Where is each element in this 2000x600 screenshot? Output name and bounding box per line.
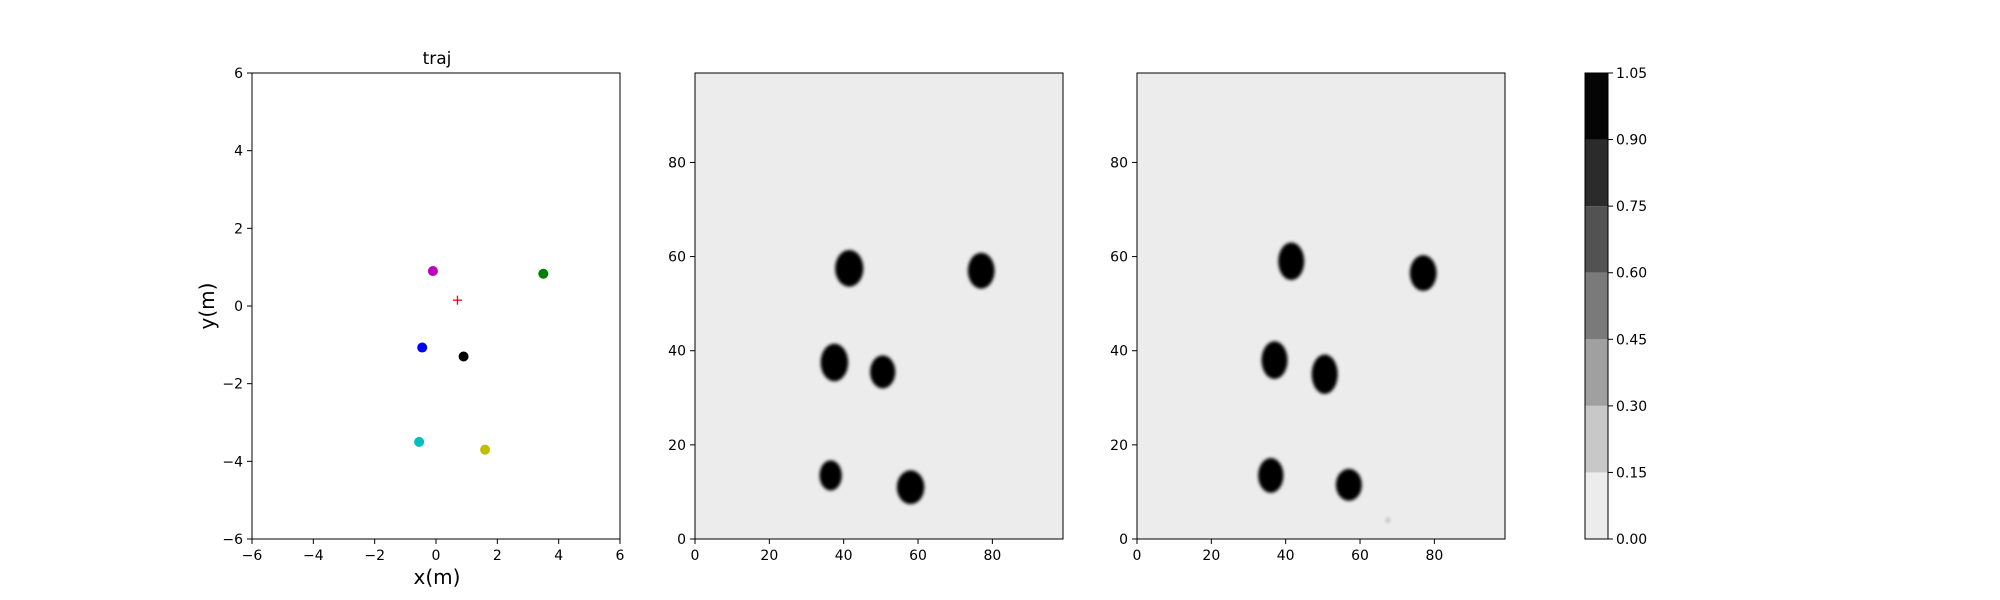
colorbar-segment <box>1585 339 1608 406</box>
y-tick-label: 2 <box>234 221 243 237</box>
x-tick-label: 40 <box>835 548 853 564</box>
x-tick-label: 6 <box>616 548 625 564</box>
obstacle-blob <box>1335 468 1362 501</box>
y-tick-label: −4 <box>222 454 243 470</box>
y-tick-label: 0 <box>677 532 686 548</box>
x-tick-label: 40 <box>1277 548 1295 564</box>
colorbar-tick-label: 0.45 <box>1616 332 1647 348</box>
x-tick-label: 4 <box>554 548 563 564</box>
y-tick-label: 60 <box>1110 250 1128 266</box>
y-tick-label: 20 <box>668 438 686 454</box>
x-tick-label: −4 <box>303 548 324 564</box>
colorbar-segment <box>1585 405 1608 473</box>
x-tick-label: 80 <box>1425 548 1443 564</box>
agent-point <box>458 351 469 362</box>
y-tick-label: 40 <box>668 344 686 360</box>
obstacle-blob <box>819 460 842 491</box>
x-tick-label: 60 <box>909 548 927 564</box>
agent-point <box>427 266 438 277</box>
colorbar-frame <box>1584 72 1609 540</box>
obstacle-blob <box>896 470 925 505</box>
map-1-axes-frame <box>694 72 1064 540</box>
y-tick-label: 80 <box>668 155 686 171</box>
map-1-x-ticks: 0 20 40 60 80 <box>691 539 1001 564</box>
colorbar-segment <box>1585 272 1608 340</box>
traj-points <box>414 266 549 455</box>
traj-y-axis-label: y(m) <box>195 283 219 330</box>
x-tick-label: 2 <box>493 548 502 564</box>
y-tick-label: 60 <box>668 250 686 266</box>
obstacle-blob <box>967 252 995 289</box>
obstacle-blob <box>1258 458 1284 493</box>
x-tick-label: 0 <box>432 548 441 564</box>
y-tick-label: 40 <box>1110 344 1128 360</box>
goal-plus-marker <box>452 295 462 305</box>
agent-point <box>538 268 549 279</box>
obstacle-blob <box>1409 255 1437 291</box>
colorbar-segment <box>1585 472 1608 539</box>
colorbar: 0.00 0.15 0.30 0.45 0.60 0.75 0.90 1.05 <box>1584 66 1647 548</box>
colorbar-tick-label: 0.60 <box>1616 266 1647 282</box>
x-tick-label: 0 <box>1133 548 1142 564</box>
y-tick-label: −6 <box>222 532 243 548</box>
colorbar-tick-label: 0.30 <box>1616 399 1647 415</box>
x-tick-label: −6 <box>242 548 263 564</box>
x-tick-label: 20 <box>760 548 778 564</box>
y-tick-label: −2 <box>222 377 243 393</box>
map-2-x-ticks: 0 20 40 60 80 <box>1133 539 1443 564</box>
colorbar-tick-label: 0.90 <box>1616 133 1647 149</box>
colorbar-tick-label: 0.00 <box>1616 532 1647 548</box>
x-tick-label: 20 <box>1202 548 1220 564</box>
map-2-background <box>1137 73 1505 539</box>
traj-plot-area <box>252 73 620 539</box>
agent-point <box>417 342 428 353</box>
colorbar-ticks: 0.00 0.15 0.30 0.45 0.60 0.75 0.90 1.05 <box>1608 66 1647 548</box>
x-tick-label: 0 <box>691 548 700 564</box>
colorbar-segments <box>1585 73 1608 539</box>
y-tick-label: 0 <box>234 299 243 315</box>
obstacle-blob <box>835 249 864 287</box>
obstacle-blob <box>1261 341 1288 379</box>
agent-point <box>480 444 491 455</box>
y-tick-label: 80 <box>1110 155 1128 171</box>
map-2-axes-frame <box>1136 72 1506 540</box>
y-tick-label: 20 <box>1110 438 1128 454</box>
obstacle-blob <box>1278 242 1305 281</box>
colorbar-segment <box>1585 139 1608 207</box>
map-panel-2: 0 20 40 60 80 0 20 40 60 80 <box>1110 72 1506 564</box>
map-1-obstacles <box>819 249 995 505</box>
y-tick-label: 4 <box>234 144 243 160</box>
traj-title: traj <box>423 49 452 69</box>
x-tick-label: 80 <box>983 548 1001 564</box>
obstacle-blob <box>1311 354 1338 395</box>
obstacle-blob <box>1385 517 1391 523</box>
x-tick-label: 60 <box>1351 548 1369 564</box>
map-2-obstacles <box>1258 242 1437 523</box>
colorbar-tick-label: 0.15 <box>1616 465 1647 481</box>
agent-point <box>414 436 425 447</box>
colorbar-segment <box>1585 73 1608 140</box>
y-tick-label: 6 <box>234 66 243 82</box>
map-1-y-ticks: 0 20 40 60 80 <box>668 155 695 548</box>
obstacle-blob <box>820 343 849 382</box>
colorbar-segment <box>1585 206 1608 273</box>
map-panel-1: 0 20 40 60 80 0 20 40 60 80 <box>668 72 1064 564</box>
map-2-y-ticks: 0 20 40 60 80 <box>1110 155 1137 548</box>
map-1-background <box>695 73 1063 539</box>
traj-x-axis-label: x(m) <box>414 565 461 589</box>
colorbar-tick-label: 0.75 <box>1616 199 1647 215</box>
y-tick-label: 0 <box>1119 532 1128 548</box>
obstacle-blob <box>870 355 896 389</box>
traj-x-ticks: −6 −4 −2 0 2 4 6 <box>242 539 625 564</box>
x-tick-label: −2 <box>364 548 385 564</box>
colorbar-tick-label: 1.05 <box>1616 66 1647 82</box>
traj-panel: traj −6 −4 −2 0 2 4 6 −6 −4 −2 0 2 4 6 x(m) y(m) <box>195 49 625 589</box>
traj-y-ticks: −6 −4 −2 0 2 4 6 <box>222 66 252 548</box>
